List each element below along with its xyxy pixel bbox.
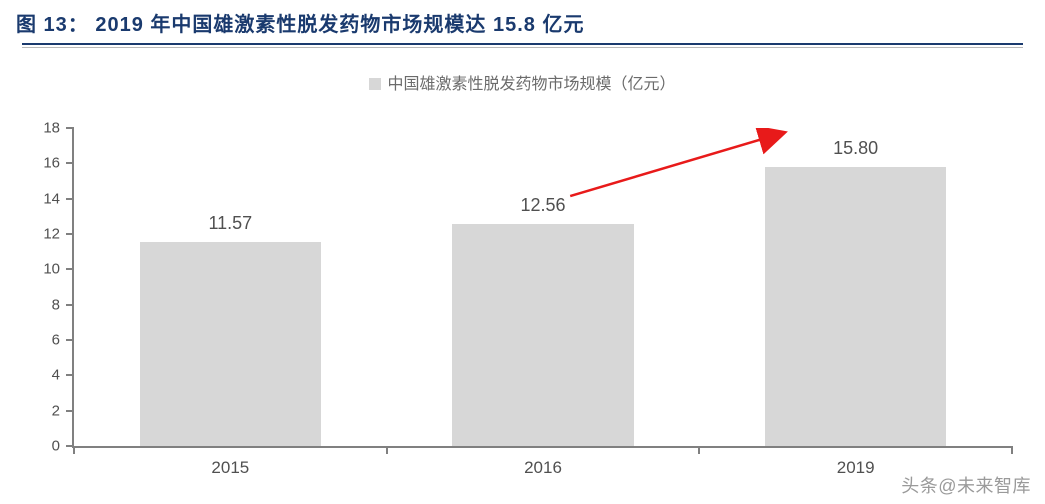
- x-tick-mark: [1011, 446, 1013, 454]
- figure-title: 图 13： 2019 年中国雄激素性脱发药物市场规模达 15.8 亿元: [16, 8, 1029, 37]
- y-tick-label: 2: [52, 403, 74, 418]
- bar: 12.56: [452, 224, 633, 446]
- bar-value-label: 11.57: [208, 213, 252, 234]
- watermark: 头条@未来智库: [901, 472, 1031, 498]
- x-tick-label: 2015: [211, 446, 249, 478]
- bar-value-label: 12.56: [520, 195, 565, 216]
- x-tick-mark: [698, 446, 700, 454]
- bar-value-label: 15.80: [833, 138, 878, 159]
- y-tick-label: 18: [43, 121, 74, 136]
- title-block: 图 13： 2019 年中国雄激素性脱发药物市场规模达 15.8 亿元: [0, 0, 1045, 52]
- y-tick-label: 8: [52, 297, 74, 312]
- x-tick-mark: [73, 446, 75, 454]
- x-tick-label: 2019: [837, 446, 875, 478]
- y-tick-label: 10: [43, 262, 74, 277]
- legend-swatch: [369, 78, 381, 90]
- y-tick-label: 14: [43, 191, 74, 206]
- figure: 图 13： 2019 年中国雄激素性脱发药物市场规模达 15.8 亿元 中国雄激…: [0, 0, 1045, 504]
- bar-chart: 02468101214161811.57201512.56201615.8020…: [72, 128, 1012, 448]
- y-tick-label: 4: [52, 368, 74, 383]
- plot-area: 02468101214161811.57201512.56201615.8020…: [72, 128, 1012, 448]
- y-tick-label: 16: [43, 156, 74, 171]
- title-rule: [22, 43, 1023, 45]
- legend-label: 中国雄激素性脱发药物市场规模（亿元）: [387, 76, 675, 93]
- title-subrule: [22, 47, 1023, 48]
- y-tick-label: 12: [43, 227, 74, 242]
- bar: 15.80: [765, 167, 946, 446]
- y-tick-label: 0: [52, 439, 74, 454]
- legend: 中国雄激素性脱发药物市场规模（亿元）: [0, 70, 1045, 94]
- y-tick-label: 6: [52, 333, 74, 348]
- x-tick-mark: [386, 446, 388, 454]
- bar: 11.57: [140, 242, 321, 446]
- x-tick-label: 2016: [524, 446, 562, 478]
